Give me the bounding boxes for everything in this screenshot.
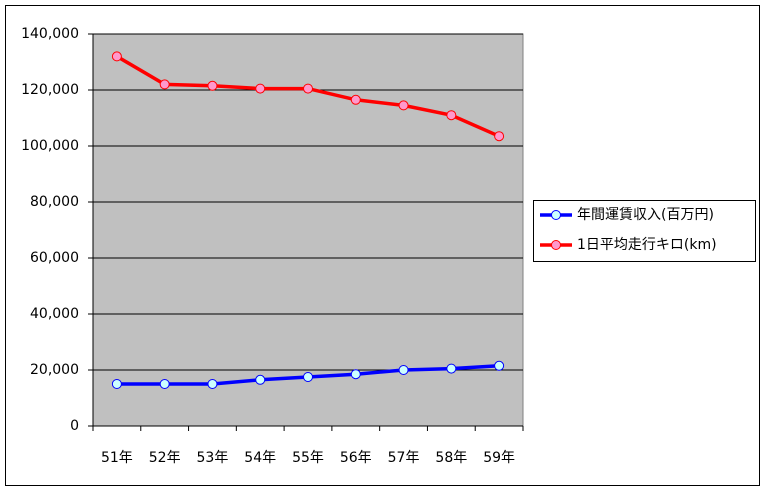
point [159,79,170,90]
point [446,110,457,121]
x-tick-label: 54年 [244,450,276,466]
y-tick-label: 40,000 [30,306,79,322]
y-tick-label: 120,000 [21,82,79,98]
x-tick-label: 59年 [483,450,515,466]
point [350,94,361,105]
point [303,372,313,382]
y-tick-label: 140,000 [21,26,79,42]
legend-label: 年間運賃収入(百万円) [577,207,714,223]
point [111,51,122,62]
x-tick-label: 58年 [435,450,467,466]
point [111,379,122,389]
x-tick-label: 52年 [149,450,181,466]
point [159,379,170,389]
x-tick-label: 57年 [388,450,420,466]
point [350,369,361,380]
point [303,83,313,94]
point [207,80,218,91]
point [398,100,409,111]
point [255,374,266,385]
x-tick-label: 56年 [340,450,372,466]
legend-marker [551,240,561,250]
x-tick-label: 55年 [292,450,324,466]
point [494,131,505,142]
legend [533,200,756,262]
y-tick-label: 60,000 [30,250,79,266]
y-tick-label: 100,000 [21,138,79,154]
legend-marker [551,210,561,220]
y-tick-label: 20,000 [30,362,79,378]
point [446,363,457,374]
y-tick-label: 80,000 [30,194,79,210]
x-tick-label: 53年 [197,450,229,466]
point [255,83,266,94]
point [494,360,505,371]
legend-label: 1日平均走行キロ(km) [577,237,717,253]
point [207,379,218,389]
plot-area [92,33,524,427]
point [398,365,409,375]
x-tick-label: 51年 [101,450,133,466]
y-tick-label: 0 [70,418,79,434]
